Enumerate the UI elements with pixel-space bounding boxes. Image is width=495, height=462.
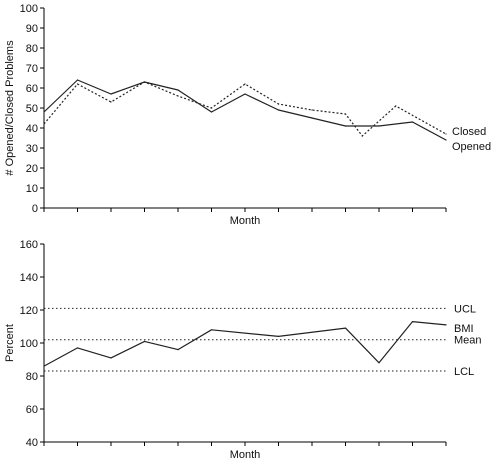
y-tick-label: 10 bbox=[26, 183, 38, 195]
reference-label-lcl: LCL bbox=[454, 366, 474, 378]
series-point-closed bbox=[361, 135, 363, 137]
series-point-closed bbox=[177, 95, 179, 97]
series-point-closed bbox=[277, 103, 280, 105]
series-point-opened bbox=[177, 89, 179, 91]
series-point-opened bbox=[311, 117, 313, 119]
y-tick-label: 40 bbox=[26, 437, 38, 449]
series-point-closed bbox=[344, 113, 347, 115]
x-axis-title: Month bbox=[230, 215, 261, 227]
y-tick-label: 30 bbox=[26, 143, 38, 155]
series-point-opened bbox=[210, 111, 213, 113]
y-tick-label: 80 bbox=[26, 371, 38, 383]
series-point-bmi bbox=[43, 365, 45, 367]
series-line-opened bbox=[43, 79, 447, 141]
y-tick-label: 70 bbox=[26, 63, 38, 75]
y-tick-label: 40 bbox=[26, 123, 38, 135]
reference-label-ucl: UCL bbox=[454, 303, 476, 315]
y-tick-label: 50 bbox=[26, 103, 38, 115]
series-point-closed bbox=[76, 83, 79, 85]
series-point-bmi bbox=[177, 349, 179, 351]
series-label-closed: Closed bbox=[452, 126, 486, 138]
y-tick-label: 140 bbox=[20, 272, 38, 284]
series-point-closed bbox=[210, 107, 213, 109]
x-axis-title: Month bbox=[230, 449, 261, 461]
series-label-opened: Opened bbox=[452, 141, 491, 153]
series-point-closed bbox=[110, 101, 112, 103]
y-tick-label: 20 bbox=[26, 163, 38, 175]
series-line-closed bbox=[43, 81, 447, 137]
y-tick-label: 90 bbox=[26, 23, 38, 35]
series-point-bmi bbox=[411, 320, 414, 323]
series-point-opened bbox=[445, 139, 447, 141]
series-point-opened bbox=[344, 125, 347, 127]
y-axis-title: # Opened/Closed Problems bbox=[4, 40, 16, 176]
series-point-closed bbox=[395, 105, 397, 107]
series-point-bmi bbox=[143, 340, 146, 342]
series-point-closed bbox=[143, 81, 146, 83]
series-label-bmi: BMI bbox=[454, 323, 474, 335]
y-tick-label: 120 bbox=[20, 305, 38, 317]
y-tick-label: 0 bbox=[32, 203, 38, 215]
y-axis-title: Percent bbox=[4, 324, 16, 362]
series-line-bmi bbox=[43, 321, 447, 367]
y-tick-label: 60 bbox=[26, 404, 38, 416]
y-tick-label: 100 bbox=[20, 3, 38, 15]
series-point-bmi bbox=[110, 357, 112, 359]
y-tick-label: 80 bbox=[26, 43, 38, 55]
series-point-opened bbox=[110, 93, 112, 95]
series-point-closed bbox=[311, 109, 313, 111]
series-point-closed bbox=[244, 83, 246, 85]
y-tick-label: 100 bbox=[20, 338, 38, 350]
series-point-bmi bbox=[76, 347, 79, 349]
series-point-opened bbox=[244, 93, 246, 95]
y-tick-label: 160 bbox=[20, 239, 38, 251]
series-point-bmi bbox=[378, 362, 380, 364]
reference-label-mean: Mean bbox=[454, 335, 482, 347]
y-tick-label: 60 bbox=[26, 83, 38, 95]
series-point-bmi bbox=[277, 335, 280, 337]
series-point-bmi bbox=[210, 329, 213, 331]
series-point-opened bbox=[277, 109, 280, 111]
series-point-opened bbox=[411, 121, 414, 123]
series-point-opened bbox=[43, 111, 45, 113]
series-point-closed bbox=[43, 123, 45, 125]
series-point-opened bbox=[76, 79, 79, 81]
series-point-bmi bbox=[445, 324, 447, 326]
series-point-closed bbox=[445, 133, 447, 135]
series-point-bmi bbox=[344, 327, 347, 329]
series-point-opened bbox=[378, 125, 380, 127]
